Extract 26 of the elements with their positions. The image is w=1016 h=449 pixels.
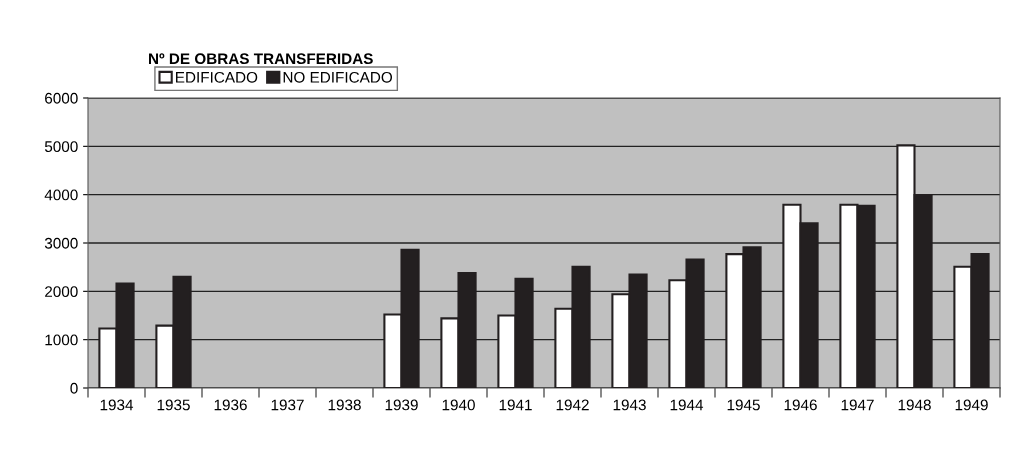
x-tick-label: 1936 (214, 399, 247, 411)
legend-label: EDIFICADO (176, 71, 258, 83)
x-tick-label: 1949 (955, 399, 988, 411)
x-tick-label: 1935 (157, 399, 190, 411)
x-tick-label: 1946 (784, 399, 817, 411)
y-tick-label: 5000 (44, 141, 78, 153)
x-tick-label: 1948 (898, 399, 931, 411)
x-tick-label: 1940 (442, 399, 475, 411)
y-tick-label: 3000 (44, 237, 78, 249)
legend-label: NO EDIFICADO (283, 71, 393, 83)
y-tick-label: 2000 (45, 286, 78, 298)
x-tick-label: 1942 (556, 399, 589, 411)
x-tick-label: 1943 (613, 399, 646, 411)
x-tick-label: 1945 (727, 399, 760, 411)
y-tick-label: 6000 (45, 92, 78, 104)
chart-title: Nº DE OBRAS TRANSFERIDAS (149, 53, 373, 65)
x-tick-label: 1941 (499, 399, 532, 411)
x-tick-label: 1938 (328, 399, 361, 411)
x-tick-label: 1937 (271, 399, 304, 411)
y-tick-label: 4000 (44, 189, 78, 201)
y-tick-label: 1000 (45, 334, 78, 346)
x-tick-label: 1934 (100, 399, 134, 411)
y-tick-label: 0 (70, 382, 78, 394)
x-tick-label: 1939 (385, 399, 418, 411)
x-tick-label: 1944 (670, 399, 704, 411)
x-tick-label: 1947 (841, 399, 874, 411)
